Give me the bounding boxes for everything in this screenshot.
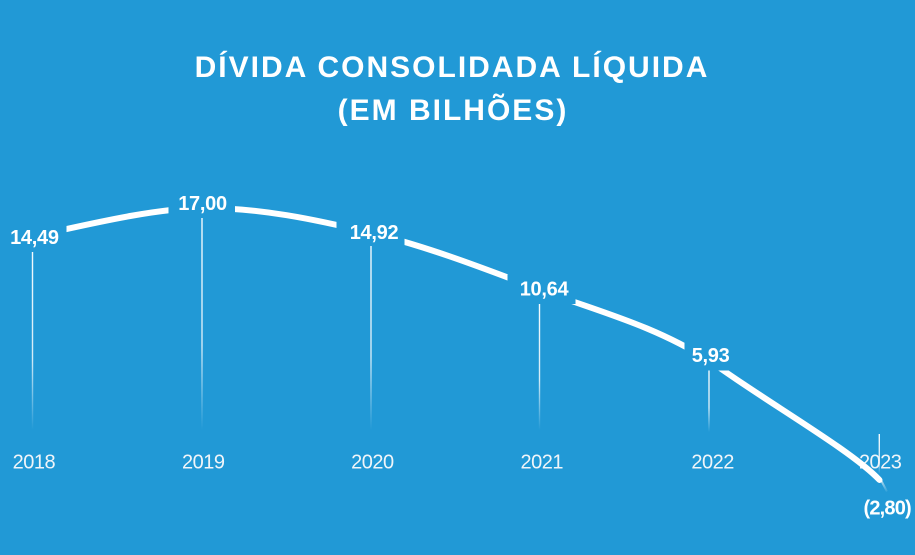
svg-text:(EM BILHÕES): (EM BILHÕES) — [338, 93, 569, 127]
svg-text:2018: 2018 — [13, 451, 56, 473]
svg-text:10,64: 10,64 — [520, 279, 570, 301]
svg-text:14,92: 14,92 — [350, 222, 399, 244]
svg-text:2021: 2021 — [521, 451, 564, 473]
svg-text:5,93: 5,93 — [692, 345, 730, 367]
svg-text:2019: 2019 — [182, 451, 225, 473]
svg-text:2020: 2020 — [351, 451, 394, 473]
svg-text:(2,80): (2,80) — [863, 498, 911, 520]
svg-text:14,49: 14,49 — [10, 227, 59, 249]
svg-text:17,00: 17,00 — [178, 193, 227, 215]
svg-text:DÍVIDA CONSOLIDADA LÍQUIDA: DÍVIDA CONSOLIDADA LÍQUIDA — [195, 50, 710, 84]
svg-text:2022: 2022 — [691, 451, 734, 473]
